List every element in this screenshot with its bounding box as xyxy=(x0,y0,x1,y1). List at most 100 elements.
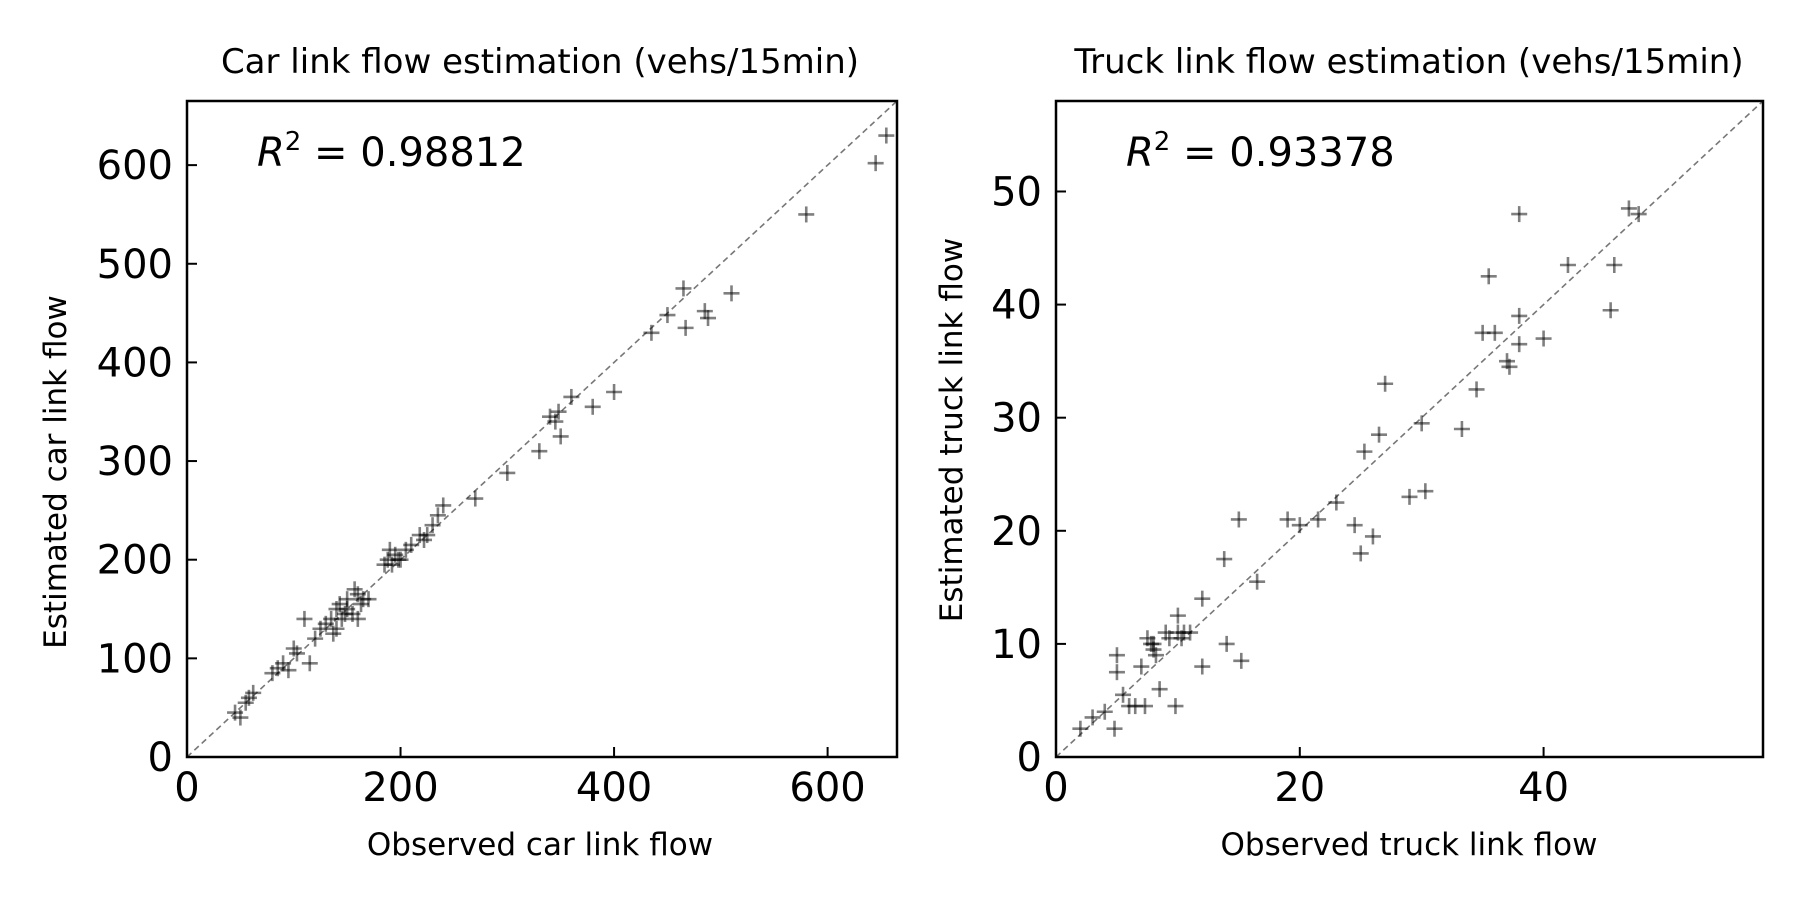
car-data-point xyxy=(424,517,441,534)
car-data-point xyxy=(606,384,623,401)
truck-data-point xyxy=(1194,590,1211,607)
car-y-tick-label: 500 xyxy=(97,242,173,288)
car-y-tick-label: 400 xyxy=(97,340,173,386)
truck-data-point xyxy=(1084,709,1101,726)
car-y-tick-label: 0 xyxy=(148,735,173,781)
truck-data-point xyxy=(1352,545,1369,562)
truck-data-point xyxy=(1511,307,1528,324)
car-data-point xyxy=(296,610,313,627)
car-data-point xyxy=(643,324,660,341)
truck-data-point xyxy=(1108,647,1125,664)
truck-data-point xyxy=(1511,206,1528,223)
car-plot-frame xyxy=(185,99,899,759)
car-data-point xyxy=(392,551,409,568)
truck-x-tick-label: 20 xyxy=(1274,765,1325,811)
car-y-tick-label: 600 xyxy=(97,143,173,189)
truck-data-point xyxy=(1535,330,1552,347)
truck-data-point xyxy=(1233,652,1250,669)
truck-r-squared: R2 = 0.93378 xyxy=(1126,127,1395,176)
truck-x-tick-label: 0 xyxy=(1043,765,1068,811)
car-r-superscript: 2 xyxy=(285,127,302,157)
car-data-point xyxy=(531,443,548,460)
truck-data-point xyxy=(1356,443,1373,460)
truck-data-point xyxy=(1480,268,1497,285)
truck-y-tick-label: 0 xyxy=(1017,735,1042,781)
truck-data-point xyxy=(1249,573,1266,590)
truck-data-point xyxy=(1511,336,1528,353)
truck-data-point xyxy=(1108,664,1125,681)
car-data-point xyxy=(584,398,601,415)
truck-data-point xyxy=(1151,681,1168,698)
car-data-point xyxy=(723,285,740,302)
truck-y-tick-label: 30 xyxy=(991,396,1042,442)
truck-data-point xyxy=(1417,483,1434,500)
car-flow-panel: Car link flow estimation (vehs/15min) Ob… xyxy=(38,42,899,863)
truck-y-tick-label: 40 xyxy=(991,283,1042,329)
car-data-point xyxy=(307,630,324,647)
truck-axis-ticks: 0 20 40 0 10 20 30 40 50 xyxy=(991,169,1569,811)
car-data-point xyxy=(280,662,297,679)
truck-r-value: = 0.93378 xyxy=(1170,130,1394,176)
truck-data-point xyxy=(1501,358,1518,375)
car-data-point xyxy=(798,206,815,223)
car-data-point xyxy=(339,591,356,608)
car-data-point xyxy=(499,464,516,481)
car-data-point xyxy=(349,610,366,627)
car-data-point xyxy=(677,319,694,336)
car-data-point xyxy=(360,591,377,608)
car-data-point xyxy=(878,127,895,144)
truck-data-point xyxy=(1620,200,1637,217)
car-identity-line xyxy=(186,100,898,758)
truck-r-symbol: R xyxy=(1126,130,1154,176)
car-r-value: = 0.98812 xyxy=(301,130,525,176)
car-x-tick-label: 400 xyxy=(576,765,652,811)
truck-data-point xyxy=(1486,324,1503,341)
car-x-tick-label: 0 xyxy=(174,765,199,811)
car-axis-ticks: 0 200 400 600 0 100 200 300 400 500 600 xyxy=(97,143,866,811)
car-x-tick-label: 200 xyxy=(362,765,438,811)
truck-data-point xyxy=(1413,415,1430,432)
truck-data-point xyxy=(1328,494,1345,511)
truck-identity-line xyxy=(1055,100,1764,758)
car-data-point xyxy=(563,388,580,405)
car-data-point xyxy=(288,645,305,662)
truck-data-point xyxy=(1133,658,1150,675)
car-data-point xyxy=(403,536,420,553)
truck-data-point xyxy=(1364,528,1381,545)
truck-data-point xyxy=(1167,698,1184,715)
car-data-point xyxy=(867,155,884,172)
car-y-tick-label: 100 xyxy=(97,636,173,682)
car-data-point xyxy=(245,684,262,701)
truck-data-point xyxy=(1559,257,1576,273)
car-data-point xyxy=(552,428,569,445)
truck-data-point xyxy=(1606,257,1623,273)
truck-data-point xyxy=(1230,511,1247,528)
truck-x-axis-label: Observed truck link flow xyxy=(1221,827,1598,863)
truck-flow-panel: Truck link flow estimation (vehs/15min) … xyxy=(934,42,1765,863)
car-data-point xyxy=(435,497,452,514)
car-data-point xyxy=(547,413,564,430)
car-x-axis-label: Observed car link flow xyxy=(367,827,713,863)
truck-chart-title: Truck link flow estimation (vehs/15min) xyxy=(1073,42,1743,82)
car-data-point xyxy=(301,655,318,672)
truck-data-point xyxy=(1401,488,1418,505)
truck-y-tick-label: 10 xyxy=(991,622,1042,668)
truck-data-point xyxy=(1346,517,1363,534)
truck-points xyxy=(1072,200,1647,737)
truck-data-point xyxy=(1115,686,1132,703)
truck-data-point xyxy=(1218,635,1235,652)
truck-data-point xyxy=(1145,635,1162,652)
car-y-tick-label: 200 xyxy=(97,538,173,584)
truck-data-point xyxy=(1096,703,1113,720)
truck-data-point xyxy=(1147,647,1164,664)
truck-data-point xyxy=(1291,517,1308,534)
truck-data-point xyxy=(1216,551,1233,568)
truck-data-point xyxy=(1468,381,1485,398)
car-data-point xyxy=(467,490,484,507)
car-data-point xyxy=(659,307,676,324)
truck-data-point xyxy=(1136,698,1153,715)
car-r-symbol: R xyxy=(257,130,285,176)
car-data-point xyxy=(675,280,692,297)
truck-y-axis-label: Estimated truck link flow xyxy=(934,238,970,622)
truck-data-point xyxy=(1377,375,1394,392)
